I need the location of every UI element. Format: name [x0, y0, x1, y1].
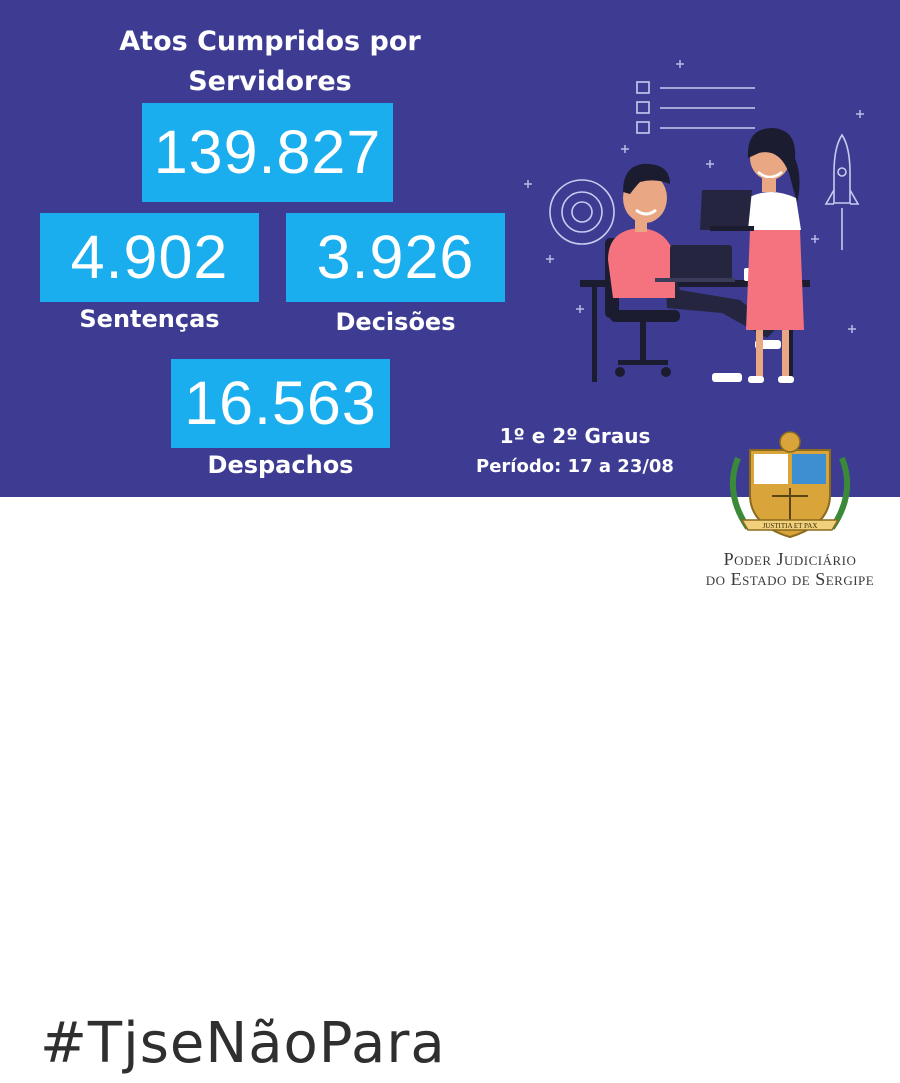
despachos-count: 16.563 — [184, 369, 377, 437]
headline-line-2: Servidores — [188, 66, 352, 97]
hashtag-text: #TjseNãoPara — [40, 1011, 446, 1076]
decisoes-count-box: 3.926 — [286, 213, 505, 302]
despachos-label: Despachos — [207, 451, 354, 479]
people-at-desk-illustration — [524, 60, 864, 383]
graus-text: 1º e 2º Graus — [499, 424, 651, 448]
tjse-seal-icon: JUSTITIA ET PAX — [729, 431, 851, 539]
sentencas-label: Sentenças — [79, 305, 220, 333]
total-count: 139.827 — [153, 118, 382, 186]
seal-line-2: do Estado de Sergipe — [705, 569, 875, 589]
decisoes-count: 3.926 — [316, 223, 475, 291]
banner: Atos Cumpridos por Servidores 139.827 4.… — [0, 0, 900, 497]
laptop-desk — [655, 245, 735, 282]
seal-line-1: Poder Judiciário — [723, 549, 857, 569]
seal-motto: JUSTITIA ET PAX — [763, 522, 818, 530]
sentencas-count-box: 4.902 — [40, 213, 259, 302]
rocket-icon — [824, 133, 860, 250]
sentencas-count: 4.902 — [70, 223, 229, 291]
headline-line-1: Atos Cumpridos por — [119, 26, 421, 57]
periodo-text: Período: 17 a 23/08 — [476, 456, 674, 477]
headline: Atos Cumpridos por Servidores — [85, 22, 455, 102]
target-icon — [549, 179, 615, 245]
checklist-icon — [636, 81, 755, 134]
sparkle-icons — [524, 60, 864, 333]
standing-woman — [700, 128, 804, 383]
total-count-box: 139.827 — [142, 103, 393, 202]
despachos-count-box: 16.563 — [171, 359, 390, 448]
decisoes-label: Decisões — [335, 308, 456, 336]
